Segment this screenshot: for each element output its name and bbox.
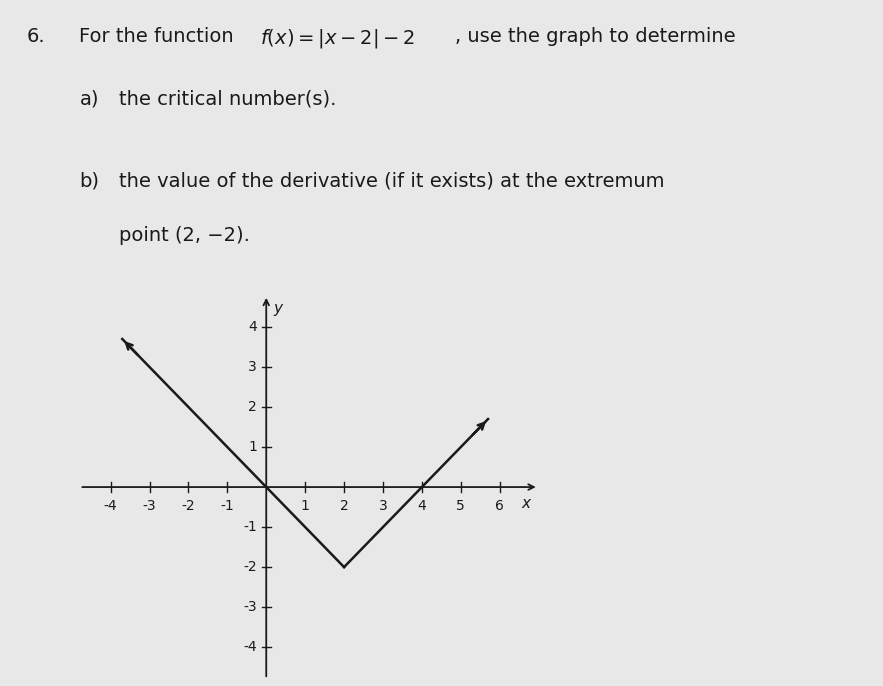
Text: 5: 5 (457, 499, 465, 513)
Text: , use the graph to determine: , use the graph to determine (455, 27, 736, 47)
Text: 6.: 6. (26, 27, 45, 47)
Text: 2: 2 (340, 499, 349, 513)
Text: For the function: For the function (79, 27, 234, 47)
Text: the critical number(s).: the critical number(s). (119, 89, 336, 108)
Text: -2: -2 (182, 499, 195, 513)
Text: -2: -2 (244, 560, 257, 574)
Text: -4: -4 (104, 499, 117, 513)
Text: -3: -3 (244, 600, 257, 614)
Text: a): a) (79, 89, 99, 108)
Text: 3: 3 (379, 499, 388, 513)
Text: 6: 6 (495, 499, 504, 513)
Text: 2: 2 (248, 400, 257, 414)
Text: y: y (273, 300, 283, 316)
Text: b): b) (79, 172, 100, 191)
Text: 3: 3 (248, 360, 257, 374)
Text: the value of the derivative (if it exists) at the extremum: the value of the derivative (if it exist… (119, 172, 665, 191)
Text: -1: -1 (221, 499, 234, 513)
Text: x: x (522, 496, 531, 511)
Text: -3: -3 (143, 499, 156, 513)
Text: 1: 1 (248, 440, 257, 454)
Text: -1: -1 (243, 520, 257, 534)
Text: -4: -4 (244, 640, 257, 654)
Text: $f(x)=|x-2|-2$: $f(x)=|x-2|-2$ (260, 27, 415, 51)
Text: point (2, −2).: point (2, −2). (119, 226, 250, 246)
Text: 1: 1 (301, 499, 310, 513)
Text: 4: 4 (418, 499, 426, 513)
Text: 4: 4 (248, 320, 257, 334)
